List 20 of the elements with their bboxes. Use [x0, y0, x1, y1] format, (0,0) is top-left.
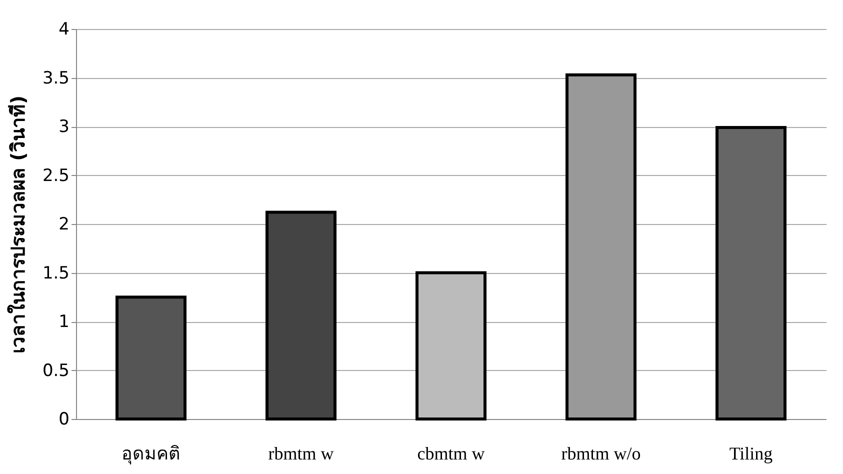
- y-axis-title: เวลาในการประมวลผล (วินาที): [6, 96, 30, 354]
- x-tick-label: Tiling: [729, 444, 773, 464]
- bar: [566, 73, 636, 420]
- y-tick-label: 0: [58, 410, 70, 430]
- bar: [716, 126, 786, 420]
- x-tick-label: rbmtm w: [268, 444, 334, 464]
- y-tick-label: 4: [58, 20, 70, 40]
- y-tick-label: 2.5: [42, 166, 70, 186]
- y-tick-label: 1: [58, 312, 70, 332]
- y-tick-label: 0.5: [42, 360, 70, 381]
- bar: [266, 210, 336, 420]
- x-tick-label: cbmtm w: [417, 444, 485, 464]
- y-tick-label: 2: [58, 214, 70, 234]
- bar: [416, 271, 486, 420]
- bar: [116, 296, 186, 420]
- x-tick-label: อุดมคติ: [122, 444, 180, 464]
- y-tick-label: 3.5: [42, 68, 70, 88]
- x-tick-label: rbmtm w/o: [561, 444, 641, 464]
- y-tick-label: 1.5: [42, 263, 70, 284]
- y-tick-label: 3: [58, 117, 70, 137]
